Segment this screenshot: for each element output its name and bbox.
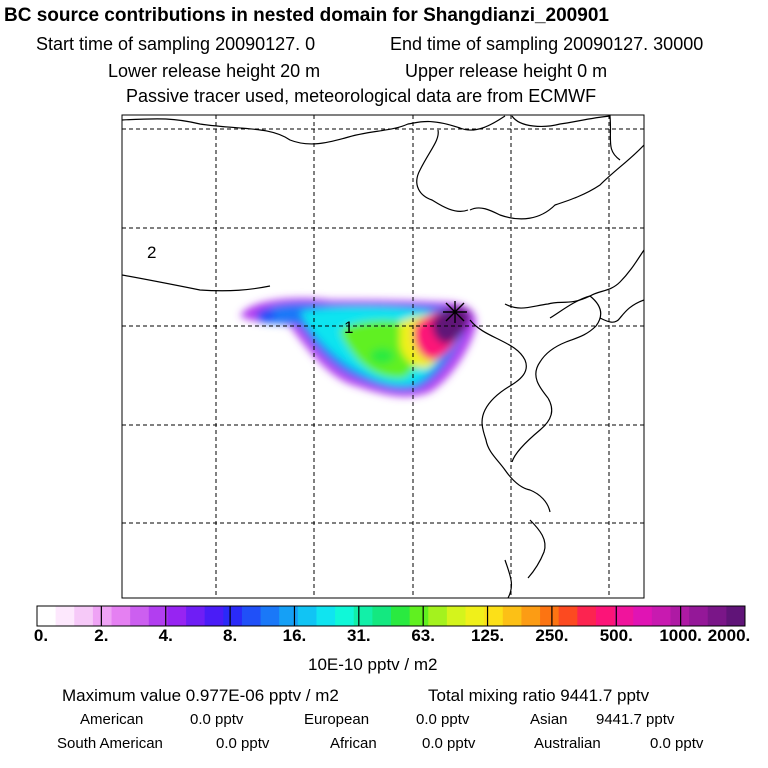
colorbar-cell <box>651 606 671 626</box>
colorbar-cell <box>595 606 615 626</box>
colorbar-cell <box>223 606 243 626</box>
colorbar-cell <box>372 606 392 626</box>
colorbar-cell <box>558 606 578 626</box>
colorbar-tick-label: 16. <box>282 626 307 645</box>
southern-coast <box>504 559 513 598</box>
colorbar-cell <box>391 606 411 626</box>
region-australian-value: 0.0 pptv <box>650 735 704 752</box>
colorbar-cell <box>409 606 429 626</box>
colorbar-tick-label: 31. <box>346 626 371 645</box>
upper-release-text: Upper release height 0 m <box>405 61 608 81</box>
lower-coast <box>511 397 553 463</box>
bay-coast <box>469 319 551 513</box>
region-south-american-value: 0.0 pptv <box>216 735 270 752</box>
colorbar-cell <box>502 606 522 626</box>
colorbar-cell <box>540 606 560 626</box>
colorbar <box>36 605 746 627</box>
colorbar-cell <box>74 606 94 626</box>
korean-coast <box>535 295 602 399</box>
colorbar-tick-label: 125. <box>470 626 505 645</box>
colorbar-cell <box>353 606 373 626</box>
colorbar-tick-label: 8. <box>222 626 238 645</box>
colorbar-cell <box>186 606 206 626</box>
region-american-name: American <box>80 711 144 728</box>
peninsula <box>416 129 469 212</box>
colorbar-tick-label: 4. <box>158 626 173 645</box>
region-american-value: 0.0 pptv <box>190 711 244 728</box>
colorbar-cell <box>577 606 597 626</box>
region-european-name: European <box>304 711 370 728</box>
region-african-name: African <box>330 735 377 752</box>
colorbar-cell <box>484 606 504 626</box>
colorbar-cell <box>297 606 317 626</box>
colorbar-tick-label: 1000. <box>659 626 702 645</box>
colorbar-unit: 10E-10 pptv / m2 <box>308 655 438 674</box>
coastlines <box>122 115 644 598</box>
colorbar-cell <box>241 606 261 626</box>
colorbar-cell <box>279 606 299 626</box>
colorbar-cell <box>37 606 57 626</box>
map-plot-area: 2 1 <box>122 115 644 598</box>
plume-blue-patch-west <box>257 309 275 323</box>
colorbar-cell <box>670 606 690 626</box>
region-label-1: 1 <box>344 318 353 337</box>
coast-bottom-right <box>527 519 546 579</box>
region-asian-name: Asian <box>530 711 568 728</box>
start-sampling-text: Start time of sampling 20090127. 0 <box>36 34 316 54</box>
receptor-marker <box>443 301 467 323</box>
region-asian-value: 9441.7 pptv <box>596 711 675 728</box>
region-south-american-name: South American <box>57 735 163 752</box>
colorbar-cell <box>316 606 336 626</box>
colorbar-tick-label: 2000. <box>707 626 751 645</box>
colorbar-cell <box>614 606 634 626</box>
colorbar-cell <box>446 606 466 626</box>
colorbar-cell <box>707 606 727 626</box>
chart-title: BC source contributions in nested domain… <box>4 5 609 26</box>
gridlines <box>122 115 644 598</box>
plume-green-patch <box>370 348 394 364</box>
coast-north-east <box>511 115 621 161</box>
colorbar-cell <box>55 606 75 626</box>
colorbar-cell <box>633 606 653 626</box>
coast-right-edge <box>599 299 644 323</box>
coast-north <box>122 115 506 145</box>
colorbar-cell <box>148 606 168 626</box>
colorbar-cell <box>92 606 112 626</box>
colorbar-cell <box>111 606 131 626</box>
colorbar-cell <box>335 606 355 626</box>
plume-heatmap <box>240 298 477 397</box>
colorbar-cell <box>428 606 448 626</box>
colorbar-tick-label: 0. <box>33 626 49 645</box>
tracer-note-text: Passive tracer used, meteorological data… <box>126 86 597 106</box>
coast-east-mid <box>504 249 644 309</box>
map-frame <box>121 114 645 599</box>
inland-border <box>122 274 271 292</box>
colorbar-cell <box>521 606 541 626</box>
colorbar-cell <box>689 606 709 626</box>
end-sampling-text: End time of sampling 20090127. 30000 <box>390 34 704 54</box>
max-value-text: Maximum value 0.977E-06 pptv / m2 <box>62 686 339 705</box>
lower-release-text: Lower release height 20 m <box>108 61 321 81</box>
colorbar-cell <box>726 606 746 626</box>
region-australian-name: Australian <box>534 735 601 752</box>
colorbar-tick-label: 63. <box>411 626 435 645</box>
colorbar-tick-label: 250. <box>535 626 569 645</box>
region-label-2: 2 <box>147 243 156 262</box>
region-african-value: 0.0 pptv <box>422 735 476 752</box>
colorbar-cell <box>204 606 224 626</box>
colorbar-cell <box>130 606 150 626</box>
colorbar-frame <box>36 605 746 627</box>
colorbar-cell <box>465 606 485 626</box>
colorbar-cell <box>260 606 280 626</box>
total-mixing-text: Total mixing ratio 9441.7 pptv <box>428 686 650 705</box>
colorbar-tick-label: 2. <box>94 626 109 645</box>
region-european-value: 0.0 pptv <box>416 711 470 728</box>
colorbar-tick-label: 500. <box>599 626 633 645</box>
colorbar-cell <box>167 606 187 626</box>
coast-east-upper <box>469 144 644 220</box>
